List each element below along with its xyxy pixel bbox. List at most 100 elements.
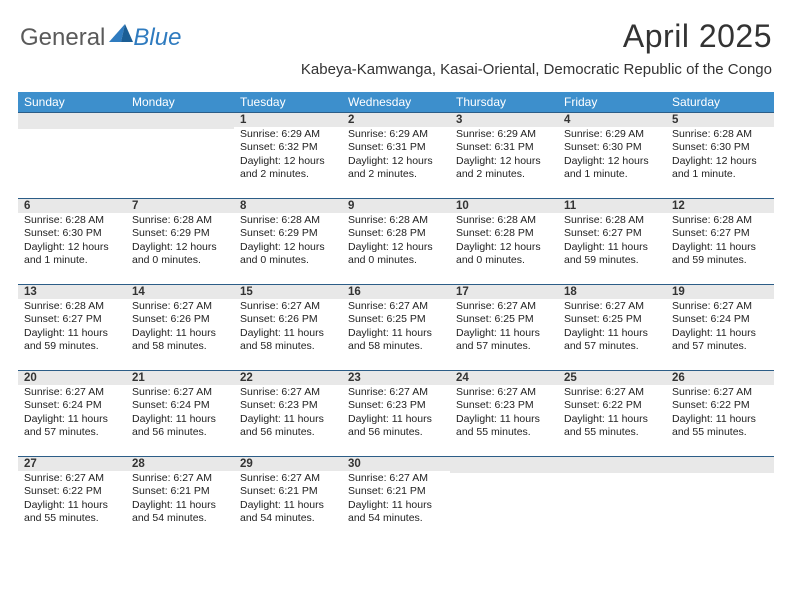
sunset-line: Sunset: 6:29 PM — [132, 227, 228, 240]
sunset-line: Sunset: 6:26 PM — [240, 313, 336, 326]
day-number-bar: 14 — [126, 284, 234, 299]
day-number-bar: 28 — [126, 456, 234, 471]
calendar-body: 1Sunrise: 6:29 AMSunset: 6:32 PMDaylight… — [18, 112, 774, 542]
sunset-line: Sunset: 6:24 PM — [132, 399, 228, 412]
sunrise-line: Sunrise: 6:29 AM — [564, 128, 660, 141]
day-number-bar: 6 — [18, 198, 126, 213]
calendar-week-row: 13Sunrise: 6:28 AMSunset: 6:27 PMDayligh… — [18, 284, 774, 370]
daylight-line: Daylight: 12 hours and 0 minutes. — [348, 241, 444, 268]
day-number-bar: 25 — [558, 370, 666, 385]
day-number-bar: 10 — [450, 198, 558, 213]
daylight-line: Daylight: 12 hours and 1 minute. — [24, 241, 120, 268]
calendar-week-row: 20Sunrise: 6:27 AMSunset: 6:24 PMDayligh… — [18, 370, 774, 456]
sunrise-line: Sunrise: 6:27 AM — [456, 300, 552, 313]
calendar-week-row: 6Sunrise: 6:28 AMSunset: 6:30 PMDaylight… — [18, 198, 774, 284]
calendar-day-cell: 14Sunrise: 6:27 AMSunset: 6:26 PMDayligh… — [126, 284, 234, 370]
sunrise-line: Sunrise: 6:29 AM — [240, 128, 336, 141]
calendar-day-cell: 18Sunrise: 6:27 AMSunset: 6:25 PMDayligh… — [558, 284, 666, 370]
daylight-line: Daylight: 11 hours and 55 minutes. — [24, 499, 120, 526]
weekday-header: Thursday — [450, 92, 558, 112]
daylight-line: Daylight: 11 hours and 58 minutes. — [348, 327, 444, 354]
day-number-bar: 3 — [450, 112, 558, 127]
day-body: Sunrise: 6:27 AMSunset: 6:25 PMDaylight:… — [450, 299, 558, 356]
day-number-bar: 30 — [342, 456, 450, 471]
sunset-line: Sunset: 6:30 PM — [672, 141, 768, 154]
day-body: Sunrise: 6:27 AMSunset: 6:25 PMDaylight:… — [342, 299, 450, 356]
calendar-day-cell: 15Sunrise: 6:27 AMSunset: 6:26 PMDayligh… — [234, 284, 342, 370]
sunrise-line: Sunrise: 6:27 AM — [564, 300, 660, 313]
daylight-line: Daylight: 11 hours and 57 minutes. — [24, 413, 120, 440]
sunset-line: Sunset: 6:22 PM — [672, 399, 768, 412]
daylight-line: Daylight: 11 hours and 56 minutes. — [132, 413, 228, 440]
sunset-line: Sunset: 6:25 PM — [348, 313, 444, 326]
calendar-day-cell — [666, 456, 774, 542]
sunset-line: Sunset: 6:29 PM — [240, 227, 336, 240]
daylight-line: Daylight: 12 hours and 0 minutes. — [456, 241, 552, 268]
sunset-line: Sunset: 6:27 PM — [24, 313, 120, 326]
daylight-line: Daylight: 11 hours and 55 minutes. — [456, 413, 552, 440]
day-body: Sunrise: 6:27 AMSunset: 6:24 PMDaylight:… — [18, 385, 126, 442]
day-body: Sunrise: 6:28 AMSunset: 6:28 PMDaylight:… — [450, 213, 558, 270]
calendar-day-cell: 10Sunrise: 6:28 AMSunset: 6:28 PMDayligh… — [450, 198, 558, 284]
logo: General Blue — [20, 24, 181, 52]
day-number-bar: 2 — [342, 112, 450, 127]
daylight-line: Daylight: 12 hours and 2 minutes. — [240, 155, 336, 182]
sunrise-line: Sunrise: 6:27 AM — [24, 472, 120, 485]
calendar-day-cell: 2Sunrise: 6:29 AMSunset: 6:31 PMDaylight… — [342, 112, 450, 198]
sunset-line: Sunset: 6:24 PM — [24, 399, 120, 412]
sunset-line: Sunset: 6:28 PM — [348, 227, 444, 240]
sunrise-line: Sunrise: 6:27 AM — [348, 472, 444, 485]
day-body: Sunrise: 6:27 AMSunset: 6:25 PMDaylight:… — [558, 299, 666, 356]
day-body: Sunrise: 6:28 AMSunset: 6:27 PMDaylight:… — [558, 213, 666, 270]
sunrise-line: Sunrise: 6:28 AM — [456, 214, 552, 227]
calendar-day-cell: 7Sunrise: 6:28 AMSunset: 6:29 PMDaylight… — [126, 198, 234, 284]
day-body: Sunrise: 6:28 AMSunset: 6:29 PMDaylight:… — [234, 213, 342, 270]
day-body: Sunrise: 6:29 AMSunset: 6:30 PMDaylight:… — [558, 127, 666, 184]
calendar-day-cell: 12Sunrise: 6:28 AMSunset: 6:27 PMDayligh… — [666, 198, 774, 284]
calendar-day-cell: 9Sunrise: 6:28 AMSunset: 6:28 PMDaylight… — [342, 198, 450, 284]
calendar-day-cell: 21Sunrise: 6:27 AMSunset: 6:24 PMDayligh… — [126, 370, 234, 456]
daylight-line: Daylight: 12 hours and 0 minutes. — [132, 241, 228, 268]
calendar-day-cell — [18, 112, 126, 198]
day-body: Sunrise: 6:28 AMSunset: 6:28 PMDaylight:… — [342, 213, 450, 270]
sunset-line: Sunset: 6:23 PM — [348, 399, 444, 412]
calendar-day-cell — [558, 456, 666, 542]
daylight-line: Daylight: 12 hours and 2 minutes. — [348, 155, 444, 182]
sunset-line: Sunset: 6:31 PM — [348, 141, 444, 154]
calendar-day-cell: 3Sunrise: 6:29 AMSunset: 6:31 PMDaylight… — [450, 112, 558, 198]
day-body: Sunrise: 6:28 AMSunset: 6:27 PMDaylight:… — [666, 213, 774, 270]
header: General Blue April 2025 Kabeya-Kamwanga,… — [0, 0, 792, 82]
daylight-line: Daylight: 11 hours and 58 minutes. — [132, 327, 228, 354]
daylight-line: Daylight: 11 hours and 55 minutes. — [564, 413, 660, 440]
day-number-bar: 20 — [18, 370, 126, 385]
sunset-line: Sunset: 6:22 PM — [564, 399, 660, 412]
daylight-line: Daylight: 11 hours and 54 minutes. — [132, 499, 228, 526]
daylight-line: Daylight: 11 hours and 55 minutes. — [672, 413, 768, 440]
day-body: Sunrise: 6:27 AMSunset: 6:21 PMDaylight:… — [126, 471, 234, 528]
sunrise-line: Sunrise: 6:27 AM — [672, 386, 768, 399]
sunrise-line: Sunrise: 6:28 AM — [564, 214, 660, 227]
calendar-day-cell: 4Sunrise: 6:29 AMSunset: 6:30 PMDaylight… — [558, 112, 666, 198]
day-number-bar: 13 — [18, 284, 126, 299]
sunrise-line: Sunrise: 6:28 AM — [672, 128, 768, 141]
calendar-head: Sunday Monday Tuesday Wednesday Thursday… — [18, 92, 774, 112]
day-number-bar: 7 — [126, 198, 234, 213]
weekday-header: Saturday — [666, 92, 774, 112]
location-line: Kabeya-Kamwanga, Kasai-Oriental, Democra… — [301, 61, 772, 78]
sunset-line: Sunset: 6:21 PM — [132, 485, 228, 498]
day-body: Sunrise: 6:28 AMSunset: 6:29 PMDaylight:… — [126, 213, 234, 270]
calendar-table: Sunday Monday Tuesday Wednesday Thursday… — [18, 92, 774, 542]
day-number-bar: 11 — [558, 198, 666, 213]
day-body: Sunrise: 6:27 AMSunset: 6:22 PMDaylight:… — [666, 385, 774, 442]
day-number-bar — [666, 456, 774, 473]
day-body: Sunrise: 6:28 AMSunset: 6:30 PMDaylight:… — [666, 127, 774, 184]
sunset-line: Sunset: 6:27 PM — [672, 227, 768, 240]
day-body: Sunrise: 6:27 AMSunset: 6:24 PMDaylight:… — [126, 385, 234, 442]
sunrise-line: Sunrise: 6:28 AM — [240, 214, 336, 227]
daylight-line: Daylight: 12 hours and 2 minutes. — [456, 155, 552, 182]
sunset-line: Sunset: 6:24 PM — [672, 313, 768, 326]
sunrise-line: Sunrise: 6:27 AM — [240, 300, 336, 313]
sunset-line: Sunset: 6:22 PM — [24, 485, 120, 498]
day-number-bar: 22 — [234, 370, 342, 385]
daylight-line: Daylight: 11 hours and 54 minutes. — [240, 499, 336, 526]
